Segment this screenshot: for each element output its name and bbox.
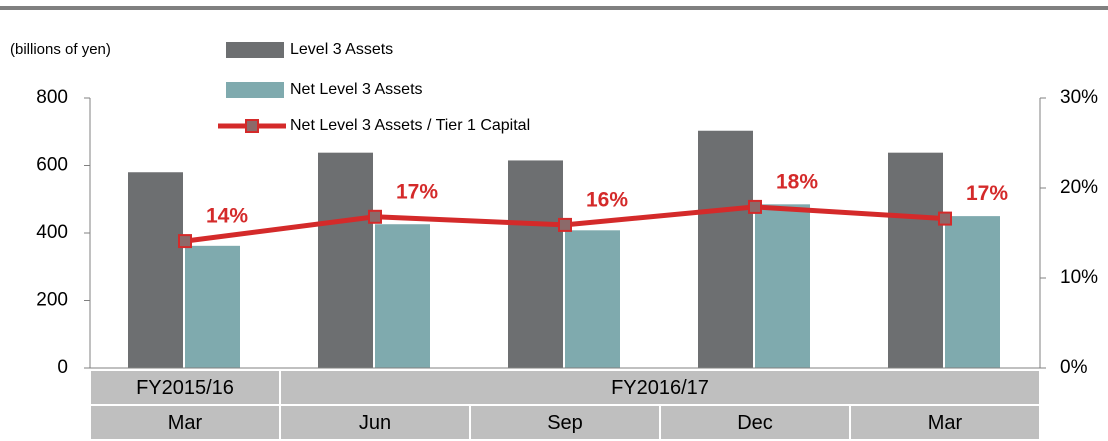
y-axis-label: (billions of yen): [10, 41, 111, 58]
line-marker: [938, 211, 952, 226]
legend-label: Net Level 3 Assets / Tier 1 Capital: [290, 117, 530, 134]
legend-swatch: [226, 42, 284, 58]
bar: [508, 160, 563, 368]
bar: [888, 152, 943, 368]
data-label: 17%: [396, 180, 438, 203]
legend-swatch: [245, 119, 259, 133]
group-label: FY2016/17: [611, 377, 709, 399]
y-tick-label: 800: [36, 87, 68, 108]
x-tick-label: Sep: [547, 412, 583, 434]
group-label: FY2015/16: [136, 377, 234, 399]
bar: [375, 224, 430, 368]
line-marker: [558, 217, 572, 232]
x-tick-label: Mar: [928, 412, 963, 434]
line-marker: [178, 234, 192, 249]
line-marker: [748, 199, 762, 214]
bar: [755, 204, 810, 368]
y-tick-label: 0: [57, 357, 68, 378]
category-cell: [849, 404, 1041, 441]
bar: [318, 152, 373, 368]
bar: [698, 130, 753, 368]
bar: [565, 230, 620, 368]
data-label: 17%: [966, 182, 1008, 205]
legend-label: Net Level 3 Assets: [290, 81, 423, 98]
group-cell: [279, 369, 1041, 406]
line-marker: [368, 209, 382, 224]
y2-tick-label: 0%: [1060, 357, 1088, 378]
data-label: 14%: [206, 205, 248, 228]
category-cell: [659, 404, 851, 441]
legend-label: Level 3 Assets: [290, 41, 393, 58]
y2-tick-label: 30%: [1060, 87, 1098, 108]
x-tick-label: Dec: [737, 412, 773, 434]
y-tick-label: 400: [36, 222, 68, 243]
x-tick-label: Jun: [359, 412, 391, 434]
bar: [945, 216, 1000, 368]
legend-swatch: [226, 82, 284, 98]
y-tick-label: 200: [36, 290, 68, 311]
bar: [128, 172, 183, 368]
y2-tick-label: 20%: [1060, 177, 1098, 198]
top-rule: [0, 6, 1108, 10]
x-tick-label: Mar: [168, 412, 203, 434]
y2-tick-label: 10%: [1060, 267, 1098, 288]
data-label: 18%: [776, 170, 818, 193]
bar: [185, 245, 240, 368]
data-label: 16%: [586, 188, 628, 211]
y-tick-label: 600: [36, 155, 68, 176]
